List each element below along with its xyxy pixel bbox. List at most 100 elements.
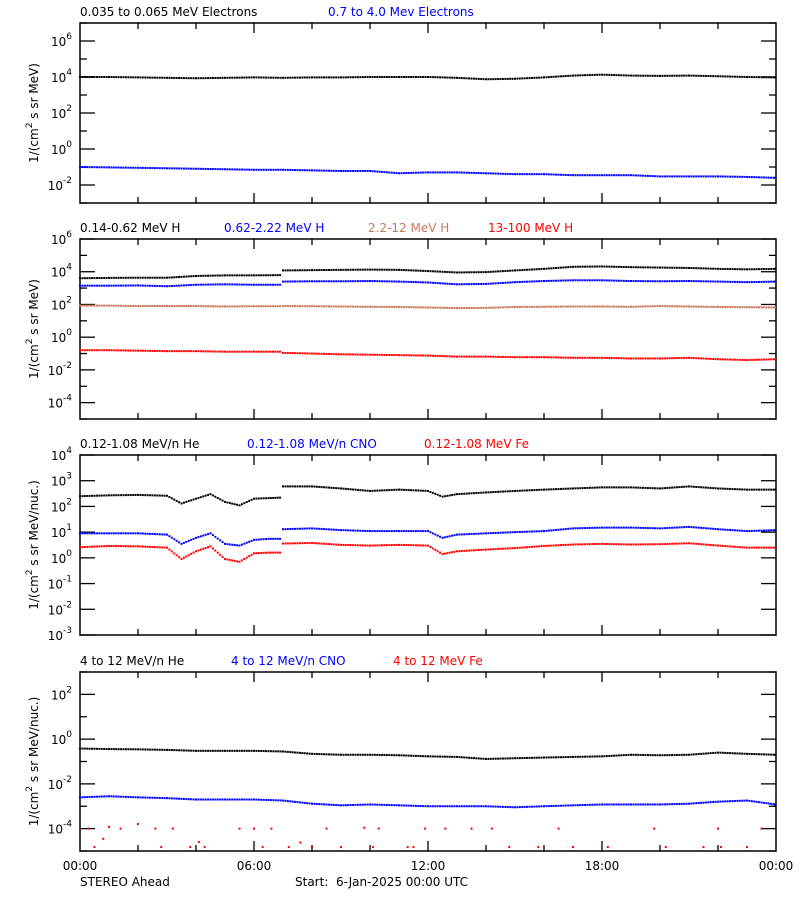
data-point xyxy=(327,803,330,806)
data-point xyxy=(613,803,616,806)
y-tick-exponent: 4 xyxy=(66,68,72,78)
data-point xyxy=(337,268,340,271)
data-point xyxy=(774,753,776,756)
data-point xyxy=(323,269,326,272)
data-point xyxy=(666,803,669,806)
data-point xyxy=(770,76,773,79)
data-point xyxy=(731,752,734,755)
data-point xyxy=(405,804,408,807)
data-point xyxy=(458,805,461,808)
data-point xyxy=(103,76,106,78)
data-point xyxy=(129,284,132,287)
data-point xyxy=(88,494,91,497)
y-tick-label: 100 xyxy=(51,140,72,157)
data-point xyxy=(180,167,183,170)
data-point xyxy=(620,74,623,77)
data-point xyxy=(431,354,434,357)
data-point xyxy=(666,542,669,545)
data-point xyxy=(182,305,185,308)
data-point xyxy=(265,168,268,171)
data-point xyxy=(533,489,536,492)
data-point xyxy=(613,74,616,77)
data-point xyxy=(219,749,222,752)
data-point xyxy=(506,356,509,359)
data-point xyxy=(683,74,686,77)
data-point xyxy=(446,171,449,174)
data-point xyxy=(615,305,618,308)
data-point xyxy=(688,525,690,528)
data-point xyxy=(112,545,115,548)
y-tick-label: 102 xyxy=(51,685,72,702)
data-point xyxy=(207,167,210,170)
data-point xyxy=(407,354,410,357)
y-tick-label: 102 xyxy=(51,104,72,121)
data-point xyxy=(427,544,429,547)
data-point xyxy=(354,529,357,532)
data-point xyxy=(736,488,739,491)
data-point xyxy=(664,846,667,849)
data-point xyxy=(178,77,181,80)
data-point xyxy=(91,795,94,798)
data-point xyxy=(98,532,101,535)
data-point xyxy=(180,542,183,545)
data-point xyxy=(668,280,671,283)
data-point xyxy=(668,175,671,178)
data-point xyxy=(132,284,135,287)
data-point xyxy=(591,265,594,268)
data-point xyxy=(671,486,674,489)
data-point xyxy=(127,494,130,497)
data-point xyxy=(453,534,456,537)
data-point xyxy=(770,306,773,309)
data-point xyxy=(233,559,236,562)
data-point xyxy=(559,544,562,547)
data-point xyxy=(605,265,608,268)
data-point xyxy=(441,755,444,758)
data-point xyxy=(81,166,84,169)
data-point xyxy=(402,269,405,272)
data-point xyxy=(226,749,229,752)
data-point xyxy=(480,491,483,494)
data-point xyxy=(712,75,715,78)
data-point xyxy=(110,284,113,287)
data-point xyxy=(231,274,234,277)
data-point xyxy=(559,305,562,308)
data-point xyxy=(574,279,577,282)
data-point xyxy=(617,357,620,360)
data-point xyxy=(209,350,212,353)
data-point xyxy=(501,757,504,760)
data-point xyxy=(294,800,297,803)
data-point xyxy=(690,280,693,283)
data-point xyxy=(405,76,408,78)
data-point xyxy=(137,796,139,799)
data-point xyxy=(120,545,123,548)
data-point xyxy=(475,77,478,80)
data-point xyxy=(180,275,183,278)
data-point xyxy=(342,353,345,356)
data-point xyxy=(760,176,763,179)
data-point xyxy=(758,306,761,309)
data-point xyxy=(269,274,272,277)
data-point xyxy=(332,169,335,172)
data-point xyxy=(492,548,495,551)
legend-entry: 0.14-0.62 MeV H xyxy=(80,221,180,235)
data-point xyxy=(460,492,463,495)
data-point xyxy=(315,269,318,272)
data-point xyxy=(202,534,205,537)
data-point xyxy=(726,358,729,361)
data-point xyxy=(576,527,579,530)
y-label-text: 1/(cm xyxy=(27,128,41,163)
data-point xyxy=(424,354,427,357)
data-point xyxy=(427,354,429,357)
data-point xyxy=(499,270,502,273)
data-point xyxy=(422,489,425,492)
data-point xyxy=(654,543,657,546)
data-point xyxy=(303,527,306,530)
data-point xyxy=(257,798,260,801)
data-point xyxy=(161,167,164,170)
data-point xyxy=(209,493,212,496)
data-point xyxy=(419,76,422,78)
data-point xyxy=(569,487,572,490)
data-point xyxy=(359,353,362,356)
data-point xyxy=(610,265,613,268)
data-point xyxy=(446,306,449,309)
